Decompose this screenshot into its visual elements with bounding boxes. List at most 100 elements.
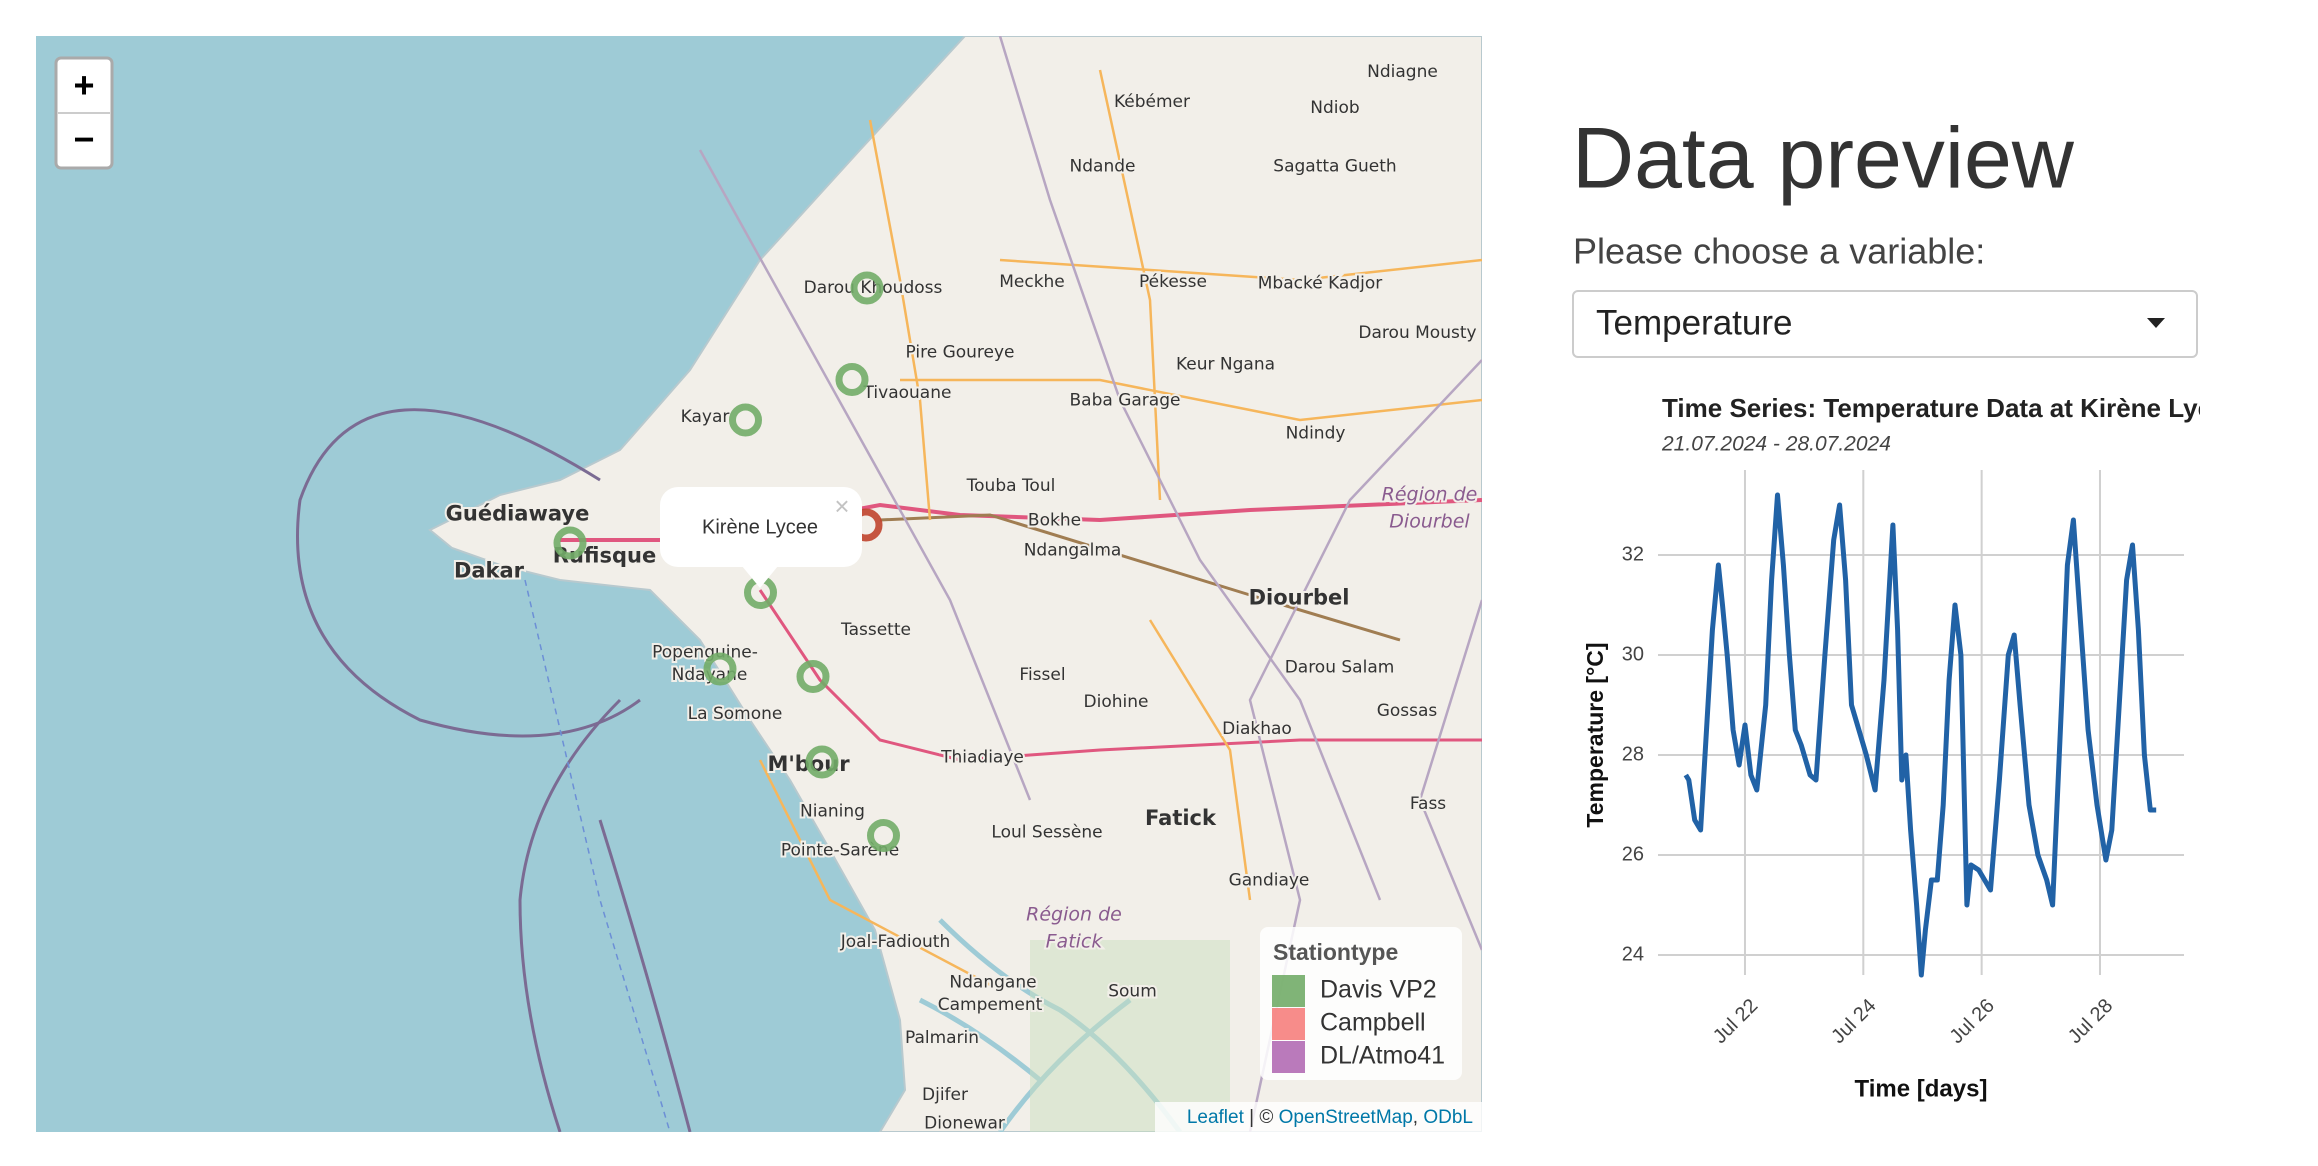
chart: 24 26 28 30 32 Jul 22 Jul 24 Jul 26 Jul 28 [1622, 470, 2184, 1048]
maritime-boundary [296, 408, 641, 738]
select-box[interactable] [1572, 290, 2198, 358]
place-label: Palmarin [905, 1028, 979, 1048]
road [758, 589, 1482, 762]
place-label: Popenguine- [652, 643, 758, 663]
place-label: Ndangane [949, 973, 1036, 993]
place-label: Ndangalma [1024, 541, 1122, 561]
popup-close[interactable]: × [834, 491, 849, 521]
place-label: Ndiob [1310, 98, 1359, 118]
station-marker [867, 819, 900, 852]
attr-leaflet[interactable]: Leaflet [1187, 1107, 1245, 1128]
select-label: Please choose a variable: [1573, 231, 1985, 272]
y-tick-label: 24 [1622, 943, 1644, 965]
place-label: Keur Ngana [1176, 355, 1275, 375]
region-label: Diourbel [1389, 511, 1470, 533]
place-label: Campement [938, 995, 1043, 1015]
place-label: Fass [1410, 794, 1446, 814]
attribution: Leaflet | © OpenStreetMap, ODbL [1187, 1107, 1473, 1128]
region-label: Fatick [1046, 931, 1104, 953]
attr-osm[interactable]: OpenStreetMap [1279, 1107, 1413, 1128]
place-label: Loul Sessène [991, 823, 1102, 843]
place-label: Joal-Fadiouth [840, 932, 950, 952]
legend-label: DL/Atmo41 [1320, 1042, 1445, 1070]
zoom-out[interactable]: − [73, 119, 94, 160]
attr-odbl[interactable]: ODbL [1423, 1107, 1473, 1128]
region-label: Région de [1382, 484, 1478, 506]
chart-subtitle: 21.07.2024 - 28.07.2024 [1661, 433, 1891, 456]
station-marker [835, 363, 869, 396]
legend-items: Davis VP2 Campbell DL/Atmo41 [1272, 975, 1445, 1073]
zoom-control: + − [54, 56, 114, 170]
place-label: Ndande [1070, 157, 1136, 177]
place-label: Baba Garage [1070, 391, 1181, 411]
land [428, 36, 1482, 1132]
railway [879, 513, 1401, 642]
place-label: Fissel [1019, 665, 1065, 685]
place-label: Tivaouane [863, 383, 952, 403]
station-marker [850, 271, 884, 305]
legend-swatch [1272, 1008, 1305, 1040]
attr-sep: | © [1244, 1107, 1279, 1128]
popup: Kirène Lycee × [660, 487, 862, 588]
region-label: Région de [1026, 904, 1122, 926]
road-minor [758, 69, 1482, 992]
place-label: Diourbel [1249, 586, 1350, 610]
place-label: Diakhao [1222, 719, 1292, 739]
legend-swatch [1272, 975, 1305, 1007]
y-tick-label: 26 [1622, 843, 1644, 865]
place-label: Bokhe [1028, 511, 1081, 531]
popup-tip [742, 566, 778, 588]
zoom-in[interactable]: + [73, 65, 94, 106]
place-label: Kébémer [1114, 92, 1190, 112]
popup-text: Kirène Lycee [702, 516, 818, 538]
place-label: Darou Mousty [1358, 323, 1476, 343]
place-label: Djifer [922, 1085, 968, 1105]
place-label: Darou Khoudoss [804, 278, 943, 298]
legend: Stationtype Davis VP2 Campbell DL/Atmo41 [1260, 927, 1462, 1080]
place-label: Ndindy [1286, 424, 1346, 444]
place-labels: Ndiagne Kébémer Ndiob Ndande Sagatta Gueth Da… [444, 60, 1480, 1132]
place-label: La Somone [688, 704, 783, 724]
place-label: Guédiawaye [446, 502, 590, 526]
place-label: Tassette [840, 620, 911, 640]
station-marker [729, 403, 762, 437]
series-line [1683, 492, 2157, 978]
place-label: Soum [1108, 982, 1157, 1002]
place-label: Touba Toul [966, 476, 1056, 496]
attribution-box [1155, 1102, 1482, 1132]
heading: Data preview [1572, 111, 2075, 207]
map[interactable]: Ndiagne Kébémer Ndiob Ndande Sagatta Gueth Da… [36, 36, 1482, 1134]
place-label: Mbacké Kadjor [1258, 274, 1383, 294]
select[interactable]: Temperature [1572, 290, 2198, 358]
y-tick-label: 32 [1622, 543, 1644, 565]
place-label: Thiadiaye [940, 748, 1024, 768]
legend-box [1260, 927, 1462, 1080]
place-label: Pékesse [1139, 272, 1207, 292]
place-label: Kayar [681, 407, 730, 427]
station-marker [805, 745, 839, 779]
place-label: Darou Salam [1285, 658, 1395, 678]
popup-box [660, 487, 862, 567]
attr-comma: , [1413, 1107, 1424, 1128]
x-axis-label: Time [days] [1855, 1075, 1988, 1102]
place-label: Gandiaye [1229, 871, 1310, 891]
y-tick-label: 30 [1622, 643, 1644, 665]
place-label: Sagatta Gueth [1273, 157, 1396, 177]
place-label: Diohine [1084, 692, 1149, 712]
station-marker [703, 652, 737, 686]
legend-swatch [1272, 1041, 1305, 1073]
select-caret [2147, 318, 2165, 328]
place-label: Ndiagne [1367, 62, 1438, 82]
mangrove [1030, 940, 1230, 1132]
stations [553, 271, 900, 852]
chart-title: Time Series: Temperature Data at Kirène … [1662, 393, 2241, 423]
y-axis-label: Temperature [°C] [1582, 642, 1608, 827]
admin-boundary [698, 36, 1482, 1132]
legend-label: Campbell [1320, 1009, 1426, 1037]
x-tick-label: Jul 26 [1946, 995, 1999, 1048]
place-label: Nianing [800, 802, 865, 822]
station-marker [796, 660, 830, 693]
x-tick-label: Jul 24 [1827, 995, 1880, 1048]
